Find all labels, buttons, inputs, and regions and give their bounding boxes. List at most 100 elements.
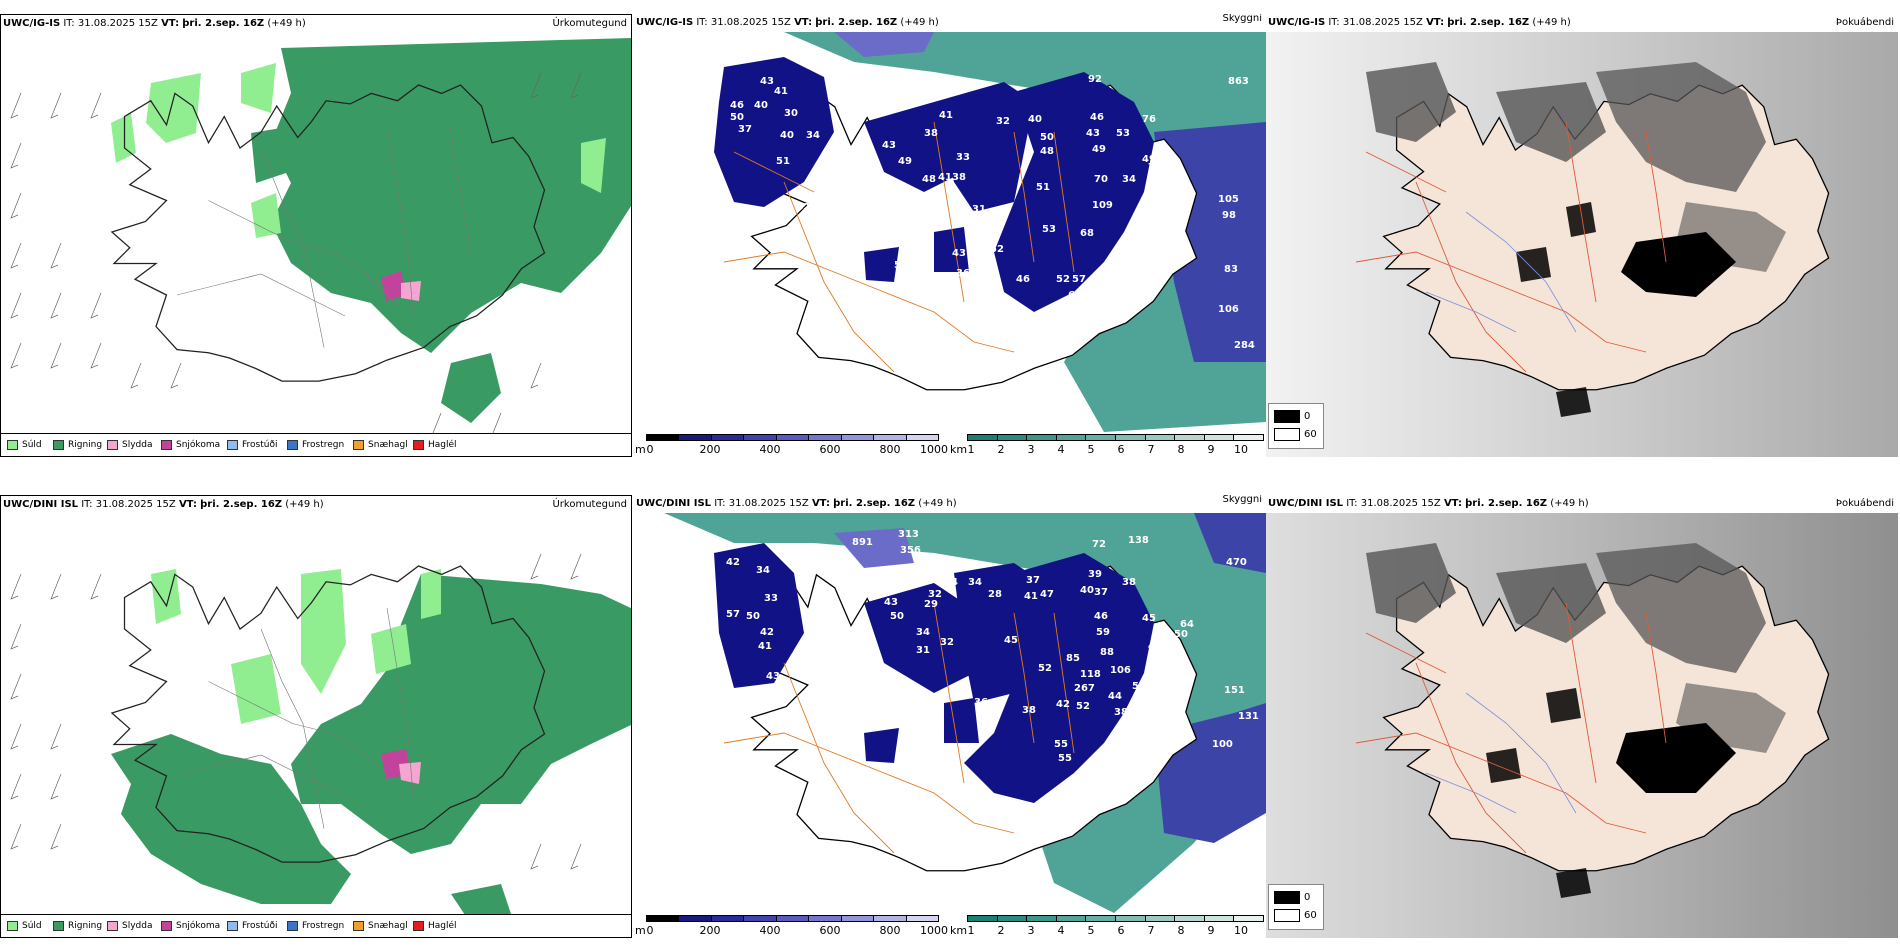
value-label: 38: [1114, 707, 1128, 718]
colorbar-tick: 9: [1207, 443, 1215, 456]
colorbar-tick: 3: [1027, 924, 1035, 937]
colorbar-segment: [1055, 915, 1087, 922]
precip-map: [1, 514, 631, 937]
value-label: 32: [996, 116, 1010, 127]
fog-index-panel-top: UWC/IG-IS IT: 31.08.2025 15Z VT: þri. 2.…: [1266, 14, 1898, 457]
fog-map: [1266, 513, 1898, 938]
value-label: 38: [952, 172, 966, 183]
value-label: 38: [1022, 705, 1036, 716]
lead-time: (+49 h): [285, 499, 324, 510]
value-label: 88: [1100, 647, 1114, 658]
colorbar-segment: [1203, 434, 1235, 441]
wind-barbs: [10, 553, 582, 870]
value-label: 131: [1238, 711, 1259, 722]
colorbar-tick: 1: [967, 924, 975, 937]
value-label: 43: [766, 671, 780, 682]
visibility-colorbar: km 1 2 3 4 5 6 7 8 9 10: [949, 914, 1266, 938]
colorbar-segment: [743, 434, 777, 441]
colorbar-segment: [1085, 434, 1116, 441]
value-label: 51: [1132, 681, 1146, 692]
legend-swatch: [413, 439, 424, 450]
init-time: 31.08.2025 15Z: [728, 498, 809, 509]
value-label: 106: [1218, 304, 1239, 315]
value-label: 36: [956, 268, 970, 279]
colorbar-segment: [905, 434, 939, 441]
panel-header: UWC/IG-IS IT: 31.08.2025 15Z VT: þri. 2.…: [634, 14, 1266, 32]
value-label: 34: [806, 130, 820, 141]
init-time: 31.08.2025 15Z: [710, 17, 791, 28]
legend-swatch: [227, 920, 238, 931]
lead-time: (+49 h): [267, 18, 306, 29]
value-label: 41: [939, 110, 953, 121]
colorbar-tick: 0: [646, 924, 654, 937]
value-label: 32: [928, 589, 942, 600]
legend-item: Súld: [7, 920, 42, 932]
value-label: 71: [1148, 162, 1162, 173]
value-label: 72: [1092, 539, 1106, 550]
panel-header: UWC/DINI ISL IT: 31.08.2025 15Z VT: þri.…: [1, 496, 631, 514]
legend-swatch: [107, 439, 118, 450]
visibility-panel-bottom: UWC/DINI ISL IT: 31.08.2025 15Z VT: þri.…: [634, 495, 1266, 938]
legend-item: Snæhagl: [353, 920, 408, 932]
value-label: 49: [1092, 144, 1106, 155]
legend-swatch: [353, 439, 364, 450]
value-label: 42: [726, 557, 740, 568]
visibility-colorbar: km 1 2 3 4 5 6 7 8 9 10: [949, 433, 1266, 457]
precip-type-panel-bottom: UWC/DINI ISL IT: 31.08.2025 15Z VT: þri.…: [0, 495, 632, 938]
colorbar-tick: 600: [819, 443, 841, 456]
value-label: 31: [972, 204, 986, 215]
value-label: 885: [656, 44, 677, 55]
legend-item: Frostregn: [287, 439, 344, 451]
colorbar-tick: 4: [1057, 924, 1065, 937]
rain-area: [251, 38, 631, 456]
value-label: 33: [764, 593, 778, 604]
legend-item: Frostúði: [227, 920, 277, 932]
value-label: 52: [1076, 701, 1090, 712]
lead-time: (+49 h): [900, 17, 939, 28]
value-label: 50: [890, 611, 904, 622]
value-label: 50: [1040, 132, 1054, 143]
drizzle-area: [111, 63, 606, 238]
value-label: 40: [1028, 114, 1042, 125]
value-label: 30: [784, 108, 798, 119]
value-label: 31: [916, 645, 930, 656]
value-label: 38: [1122, 577, 1136, 588]
value-label: 64: [1180, 619, 1194, 630]
value-label: 151: [1224, 685, 1245, 696]
legend-swatch: [353, 920, 364, 931]
colorbar-segment: [1174, 434, 1205, 441]
value-label: 83: [1224, 264, 1238, 275]
fog-legend-swatch: [1274, 427, 1300, 441]
colorbar-tick: 400: [759, 443, 781, 456]
value-label: 891: [852, 537, 873, 548]
colorbar-segment: [1115, 434, 1146, 441]
legend-item: Haglél: [413, 920, 457, 932]
valid-time: þri. 2.sep. 16Z: [1465, 498, 1548, 509]
panel-type-title: Þokuábendi: [1835, 17, 1894, 28]
value-label: 105: [1218, 194, 1239, 205]
low-cloud-area: [714, 57, 1154, 312]
legend-swatch: [53, 439, 64, 450]
value-label: 76: [1142, 114, 1156, 125]
colorbar-segment: [873, 434, 907, 441]
colorbar-segment: [967, 915, 998, 922]
value-label: 45: [1098, 290, 1112, 301]
value-label: 106: [1110, 665, 1131, 676]
snow-area: [381, 271, 406, 301]
colorbar-segment: [1174, 915, 1205, 922]
value-label: 36: [974, 697, 988, 708]
panel-type-title: Skyggni: [1222, 495, 1262, 505]
value-label: 43: [882, 140, 896, 151]
value-label: 44: [1108, 691, 1122, 702]
model-name: UWC/IG-IS: [1268, 17, 1326, 28]
lead-time: (+49 h): [1550, 498, 1589, 509]
init-time: 31.08.2025 15Z: [95, 499, 176, 510]
value-label: 34: [1122, 174, 1136, 185]
fog-legend: 0 60: [1268, 403, 1324, 449]
valid-time: þri. 2.sep. 16Z: [182, 18, 265, 29]
value-label: 49: [1148, 641, 1162, 652]
colorbar-tick: 800: [879, 924, 901, 937]
colorbar-segment: [1203, 915, 1235, 922]
value-label: 43: [952, 248, 966, 259]
value-label: 40: [1080, 585, 1094, 596]
